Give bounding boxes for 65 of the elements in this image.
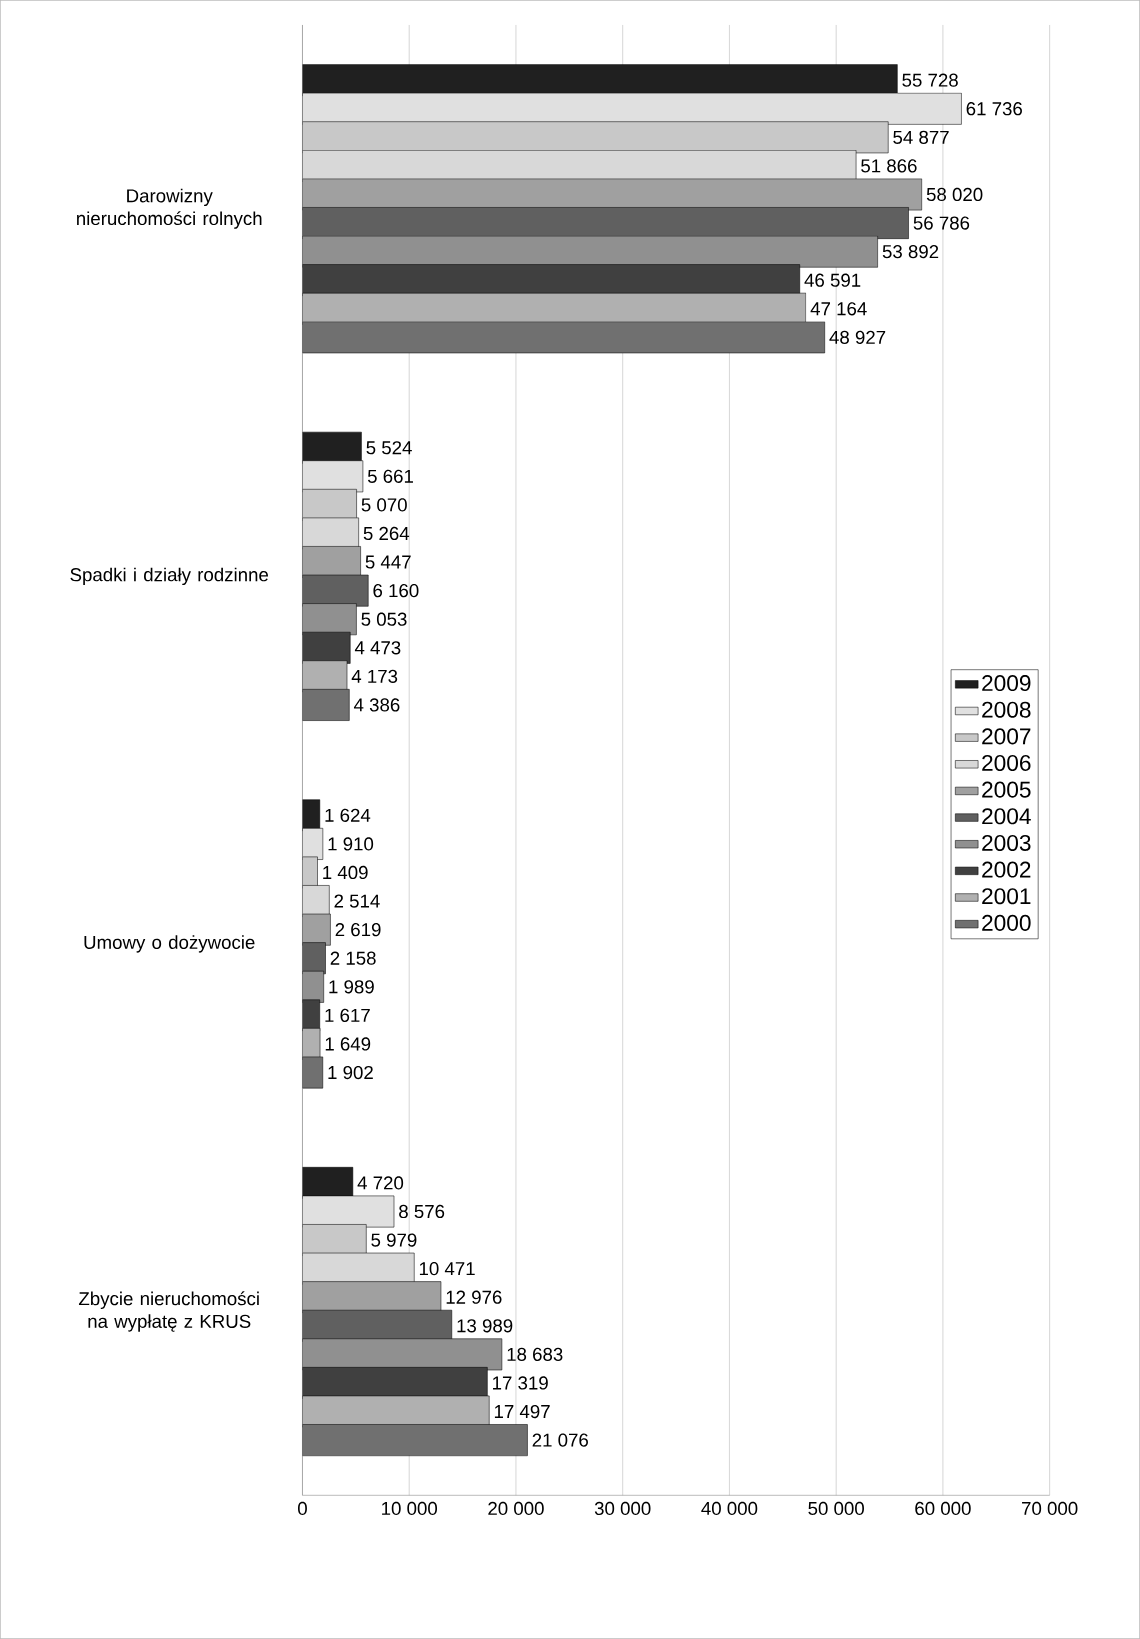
data-label: 54 877 bbox=[893, 130, 949, 144]
data-label: 1 649 bbox=[325, 1037, 371, 1051]
legend-label: 2007 bbox=[982, 728, 1031, 745]
data-label: 1 902 bbox=[328, 1065, 373, 1080]
data-label: 1 617 bbox=[325, 1008, 370, 1022]
x-tick-label: 20 000 bbox=[488, 1501, 544, 1516]
data-label: 5 053 bbox=[361, 612, 407, 626]
legend-label: 2004 bbox=[982, 808, 1031, 825]
data-label: 5 979 bbox=[371, 1233, 417, 1247]
data-label: 47 164 bbox=[810, 302, 867, 316]
data-label: 5 661 bbox=[367, 469, 413, 483]
legend-label: 2008 bbox=[982, 701, 1031, 718]
legend-label: 2005 bbox=[982, 781, 1031, 798]
bar bbox=[302, 689, 350, 721]
data-label: 61 736 bbox=[966, 102, 1022, 116]
legend-label: 2000 bbox=[982, 914, 1031, 931]
data-label: 56 786 bbox=[913, 216, 970, 230]
data-label: 5 070 bbox=[361, 498, 407, 512]
legend-label: 2001 bbox=[982, 888, 1031, 905]
data-label: 4 173 bbox=[351, 669, 398, 683]
y-tick-label: Darowizny nieruchomości rolnych bbox=[77, 188, 262, 229]
data-label: 8 576 bbox=[399, 1204, 445, 1219]
x-tick-label: 70 000 bbox=[1022, 1501, 1078, 1516]
data-label: 48 927 bbox=[829, 330, 886, 344]
data-label: 2 619 bbox=[335, 923, 381, 937]
data-label: 17 319 bbox=[493, 1376, 548, 1390]
data-label: 4 720 bbox=[357, 1176, 404, 1190]
data-label: 4 386 bbox=[353, 698, 400, 712]
data-label: 6 160 bbox=[373, 584, 419, 598]
data-label: 1 624 bbox=[325, 808, 371, 822]
data-label: 1 910 bbox=[328, 837, 374, 851]
data-label: 21 076 bbox=[532, 1433, 588, 1447]
data-label: 58 020 bbox=[926, 187, 983, 202]
data-label: 10 471 bbox=[419, 1262, 475, 1276]
data-label: 13 989 bbox=[457, 1319, 513, 1333]
data-label: 5 447 bbox=[365, 555, 411, 569]
legend-label: 2003 bbox=[982, 834, 1031, 851]
data-label: 5 264 bbox=[363, 526, 410, 541]
data-label: 18 683 bbox=[507, 1347, 563, 1361]
data-label: 46 591 bbox=[804, 273, 861, 287]
data-label: 4 473 bbox=[354, 641, 401, 655]
data-label: 1 989 bbox=[329, 980, 374, 994]
x-tick-label: 60 000 bbox=[915, 1501, 971, 1516]
bar bbox=[302, 321, 825, 354]
data-label: 1 409 bbox=[323, 865, 368, 880]
x-tick-label: 40 000 bbox=[701, 1501, 758, 1516]
x-tick-label: 50 000 bbox=[808, 1501, 864, 1516]
y-tick-label: Zbycie nieruchomości na wypłatę z KRUS bbox=[78, 1291, 259, 1332]
data-label: 53 892 bbox=[882, 245, 939, 259]
data-label: 2 158 bbox=[330, 951, 376, 965]
x-tick-label: 0 bbox=[298, 1501, 307, 1516]
legend-label: 2002 bbox=[982, 861, 1031, 878]
data-label: 17 497 bbox=[494, 1404, 550, 1419]
bar bbox=[302, 1424, 528, 1457]
x-tick-label: 30 000 bbox=[594, 1501, 651, 1516]
legend-label: 2006 bbox=[982, 754, 1031, 772]
y-tick-label: Spadki i działy rodzinne bbox=[70, 567, 269, 586]
data-label: 5 524 bbox=[366, 441, 412, 455]
x-tick-label: 10 000 bbox=[382, 1501, 438, 1516]
data-label: 51 866 bbox=[861, 159, 917, 173]
y-tick-label: Umowy o dożywocie bbox=[84, 935, 255, 953]
legend-label: 2009 bbox=[982, 675, 1031, 692]
data-label: 55 728 bbox=[902, 73, 958, 87]
data-label: 12 976 bbox=[446, 1290, 502, 1304]
data-label: 2 514 bbox=[334, 894, 380, 908]
